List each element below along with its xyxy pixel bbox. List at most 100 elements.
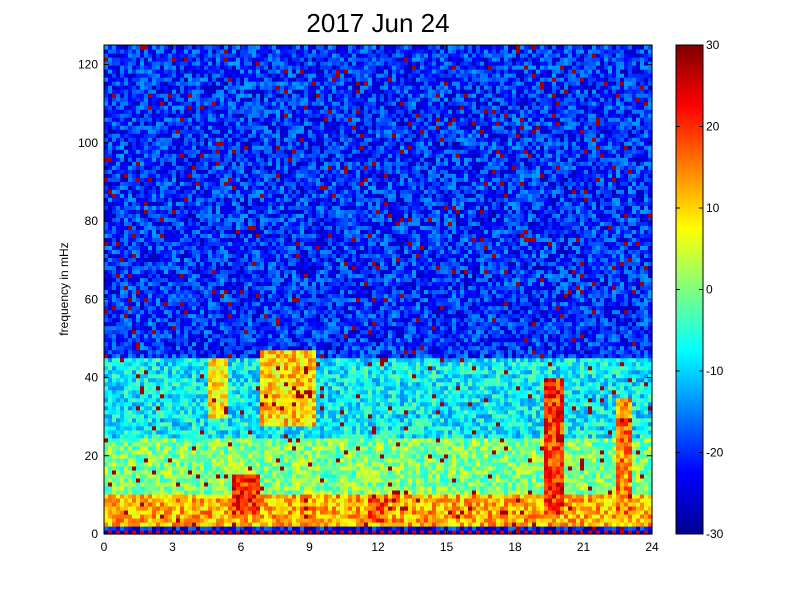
heatmap-cell (152, 65, 157, 70)
heatmap-cell (212, 69, 217, 74)
heatmap-cell (192, 397, 197, 403)
heatmap-cell (160, 381, 165, 387)
heatmap-cell (184, 385, 189, 391)
heatmap-cell (188, 73, 193, 78)
heatmap-cell (148, 161, 153, 166)
heatmap-cell (116, 425, 121, 431)
heatmap-cell (184, 521, 189, 527)
heatmap-cell (248, 301, 253, 307)
heatmap-cell (208, 213, 213, 218)
heatmap-cell (196, 389, 201, 395)
heatmap-cell (220, 477, 225, 483)
heatmap-cell (228, 169, 233, 174)
heatmap-cell (244, 305, 249, 311)
heatmap-cell (136, 429, 141, 435)
heatmap-cell (224, 369, 229, 375)
heatmap-cell (232, 181, 237, 186)
heatmap-cell (140, 325, 145, 331)
heatmap-cell (224, 261, 229, 267)
heatmap-cell (188, 105, 193, 110)
heatmap-cell (240, 73, 245, 78)
heatmap-cell (204, 185, 209, 190)
heatmap-cell (204, 65, 209, 70)
heatmap-cell (196, 81, 201, 86)
heatmap-cell (148, 137, 153, 142)
heatmap-cell (252, 117, 257, 122)
heatmap-cell (264, 325, 269, 331)
heatmap-cell (196, 225, 201, 230)
heatmap-cell (140, 285, 145, 291)
heatmap-cell (224, 465, 229, 471)
heatmap-cell (252, 413, 257, 419)
heatmap-cell (204, 325, 209, 331)
heatmap-cell (232, 333, 237, 339)
heatmap-cell (184, 53, 189, 58)
heatmap-cell (228, 177, 233, 182)
heatmap-cell (124, 521, 129, 527)
heatmap-cell (216, 209, 221, 214)
heatmap-cell (244, 97, 249, 102)
heatmap-cell (232, 357, 237, 363)
heatmap-cell (192, 185, 197, 190)
heatmap-cell (232, 265, 237, 271)
heatmap-cell (104, 309, 109, 315)
heatmap-cell (152, 53, 157, 58)
heatmap-cell (152, 77, 157, 82)
heatmap-cell (144, 109, 149, 114)
heatmap-cell (112, 405, 117, 411)
heatmap-cell (112, 409, 117, 415)
heatmap-cell (180, 293, 185, 299)
heatmap-cell (124, 401, 129, 407)
heatmap-cell (116, 465, 121, 471)
heatmap-cell (260, 421, 265, 427)
heatmap-cell (148, 505, 153, 511)
heatmap-cell (148, 465, 153, 471)
heatmap-cell (240, 273, 245, 279)
heatmap-cell (140, 209, 145, 214)
heatmap-cell (208, 369, 213, 375)
heatmap-cell (240, 481, 245, 487)
heatmap-cell (220, 237, 225, 242)
heatmap-cell (260, 217, 265, 222)
heatmap-cell (180, 501, 185, 507)
heatmap-cell (244, 457, 249, 463)
heatmap-cell (144, 465, 149, 471)
heatmap-cell (196, 129, 201, 134)
heatmap-cell (140, 497, 145, 503)
heatmap-cell (236, 361, 241, 367)
heatmap-cell (264, 421, 269, 427)
heatmap-cell (144, 369, 149, 375)
heatmap-cell (228, 205, 233, 210)
heatmap-cell (236, 101, 241, 106)
heatmap-cell (252, 473, 257, 479)
heatmap-cell (220, 501, 225, 507)
heatmap-cell (172, 317, 177, 323)
heatmap-cell (220, 293, 225, 299)
heatmap-cell (104, 197, 109, 202)
heatmap-cell (228, 221, 233, 226)
heatmap-cell (200, 57, 205, 62)
heatmap-cell (176, 49, 181, 54)
heatmap-cell (212, 93, 217, 98)
heatmap-cell (188, 485, 193, 491)
heatmap-cell (140, 389, 145, 395)
heatmap-cell (132, 121, 137, 126)
heatmap-cell (172, 429, 177, 435)
heatmap-cell (260, 93, 265, 98)
heatmap-cell (204, 333, 209, 339)
heatmap-cell (116, 45, 121, 50)
heatmap-cell (116, 261, 121, 267)
heatmap-cell (244, 333, 249, 339)
heatmap-cell (216, 425, 221, 431)
heatmap-cell (128, 125, 133, 130)
heatmap-cell (180, 469, 185, 475)
heatmap-cell (212, 449, 217, 455)
heatmap-cell (156, 201, 161, 206)
heatmap-cell (252, 185, 257, 190)
heatmap-cell (176, 137, 181, 142)
heatmap-cell (252, 389, 257, 395)
heatmap-cell (176, 249, 181, 255)
heatmap-cell (224, 61, 229, 66)
heatmap-cell (232, 401, 237, 407)
heatmap-cell (212, 77, 217, 82)
